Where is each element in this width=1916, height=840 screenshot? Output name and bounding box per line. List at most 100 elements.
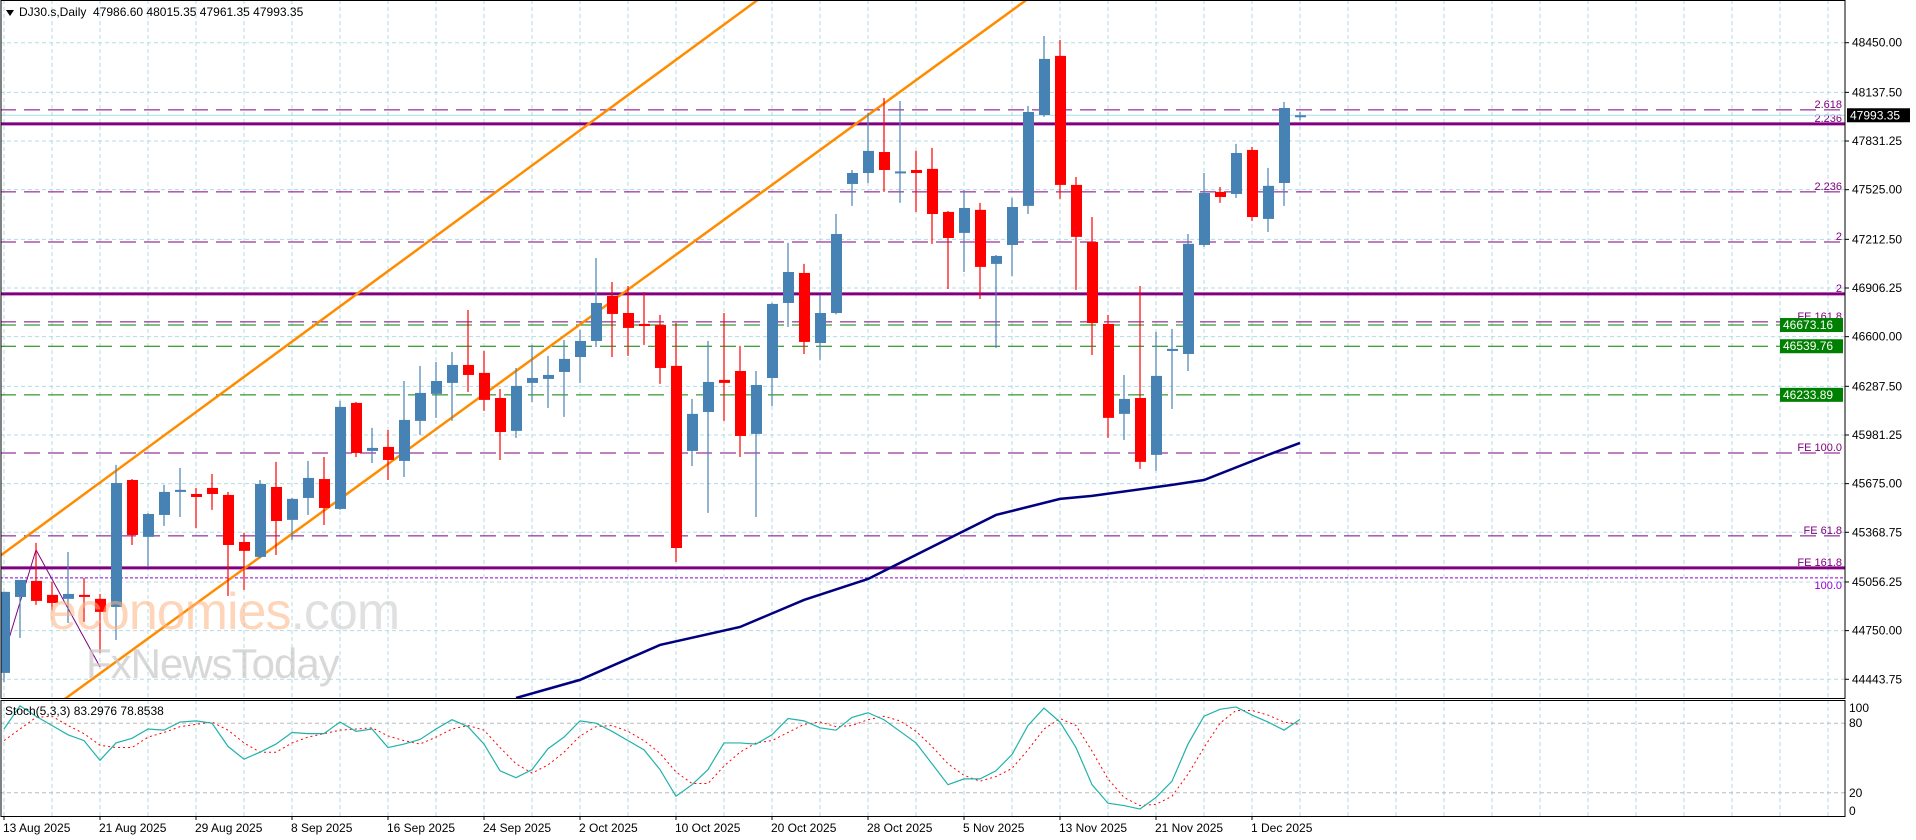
candle[interactable] <box>479 350 490 411</box>
candle[interactable] <box>0 591 10 682</box>
candle[interactable] <box>847 169 858 206</box>
candle[interactable] <box>1135 285 1146 469</box>
candle[interactable] <box>1039 36 1050 117</box>
candle[interactable] <box>447 351 458 421</box>
price-tick-label: 48137.50 <box>1852 85 1902 99</box>
channel-upper-trendline[interactable] <box>0 0 958 703</box>
candle[interactable] <box>367 427 378 463</box>
candle[interactable] <box>879 97 890 192</box>
candle[interactable] <box>319 456 330 525</box>
candle[interactable] <box>1183 234 1194 371</box>
candle[interactable] <box>543 355 554 409</box>
candle[interactable] <box>271 461 282 555</box>
candle-body <box>1007 207 1018 245</box>
candle[interactable] <box>143 513 154 567</box>
candle[interactable] <box>63 551 74 624</box>
candle[interactable] <box>1071 176 1082 290</box>
stoch-panel-frame <box>0 700 1846 817</box>
candle[interactable] <box>1231 143 1242 198</box>
candle[interactable] <box>31 542 42 605</box>
candle[interactable] <box>1103 314 1114 438</box>
candle[interactable] <box>719 312 730 421</box>
candle[interactable] <box>623 285 634 356</box>
candle[interactable] <box>815 294 826 360</box>
candle[interactable] <box>751 370 762 518</box>
candle[interactable] <box>287 497 298 540</box>
candle[interactable] <box>655 314 666 384</box>
candle[interactable] <box>607 282 618 358</box>
candle[interactable] <box>159 484 170 526</box>
candle[interactable] <box>399 380 410 477</box>
candle[interactable] <box>495 388 506 460</box>
candle-body <box>63 593 74 599</box>
candle[interactable] <box>511 367 522 438</box>
candle[interactable] <box>127 479 138 545</box>
candle[interactable] <box>895 101 906 203</box>
candle[interactable] <box>95 593 106 653</box>
candle[interactable] <box>111 464 122 641</box>
candle[interactable] <box>559 340 570 417</box>
candle[interactable] <box>863 112 874 184</box>
candle[interactable] <box>383 429 394 480</box>
candle[interactable] <box>687 398 698 467</box>
candle[interactable] <box>1087 217 1098 355</box>
candle-body <box>335 406 346 509</box>
candle-body <box>479 372 490 400</box>
candle[interactable] <box>1199 172 1210 247</box>
candle[interactable] <box>1279 101 1290 206</box>
candle-body <box>639 323 650 327</box>
candle-body <box>1231 152 1242 194</box>
candle[interactable] <box>1247 146 1258 221</box>
candle[interactable] <box>207 473 218 510</box>
candle[interactable] <box>639 292 650 345</box>
candle[interactable] <box>927 147 938 244</box>
candle[interactable] <box>943 210 954 289</box>
channel-lower-trendline[interactable] <box>0 0 1226 840</box>
date-label: 21 Aug 2025 <box>99 821 167 835</box>
date-label: 13 Nov 2025 <box>1059 821 1127 835</box>
candle[interactable] <box>335 400 346 510</box>
candle[interactable] <box>1119 374 1130 440</box>
candle[interactable] <box>591 258 602 347</box>
candle[interactable] <box>79 577 90 622</box>
candle[interactable] <box>799 263 810 354</box>
candle[interactable] <box>735 345 746 457</box>
candle[interactable] <box>255 479 266 559</box>
candle[interactable] <box>767 302 778 406</box>
candle[interactable] <box>1007 197 1018 276</box>
candle[interactable] <box>671 322 682 562</box>
candle-body <box>239 541 250 551</box>
candle[interactable] <box>831 213 842 315</box>
candle[interactable] <box>703 340 714 513</box>
candle[interactable] <box>223 491 234 596</box>
candle[interactable] <box>431 361 442 418</box>
candle[interactable] <box>1151 331 1162 471</box>
candle[interactable] <box>239 532 250 590</box>
ohlc-readout: 47986.60 48015.35 47961.35 47993.35 <box>93 5 304 19</box>
candle[interactable] <box>1023 105 1034 214</box>
candle[interactable] <box>527 344 538 402</box>
candle[interactable] <box>1055 39 1066 199</box>
candle[interactable] <box>1167 328 1178 409</box>
candle[interactable] <box>911 150 922 212</box>
candle[interactable] <box>351 401 362 457</box>
candle[interactable] <box>15 579 26 638</box>
dropdown-triangle-icon[interactable] <box>6 9 14 16</box>
candle[interactable] <box>991 254 1002 348</box>
candle[interactable] <box>975 202 986 300</box>
candle[interactable] <box>783 242 794 327</box>
date-label: 10 Oct 2025 <box>675 821 741 835</box>
candle[interactable] <box>1215 186 1226 203</box>
candle[interactable] <box>175 467 186 518</box>
candle[interactable] <box>191 487 202 528</box>
candle[interactable] <box>415 365 426 435</box>
candle[interactable] <box>47 582 58 610</box>
candle[interactable] <box>959 190 970 272</box>
candle[interactable] <box>1295 111 1306 121</box>
level-label: FE 61.8 <box>1803 525 1842 537</box>
candle[interactable] <box>303 460 314 515</box>
candle[interactable] <box>463 309 474 392</box>
candle[interactable] <box>1263 167 1274 232</box>
candle[interactable] <box>575 329 586 383</box>
